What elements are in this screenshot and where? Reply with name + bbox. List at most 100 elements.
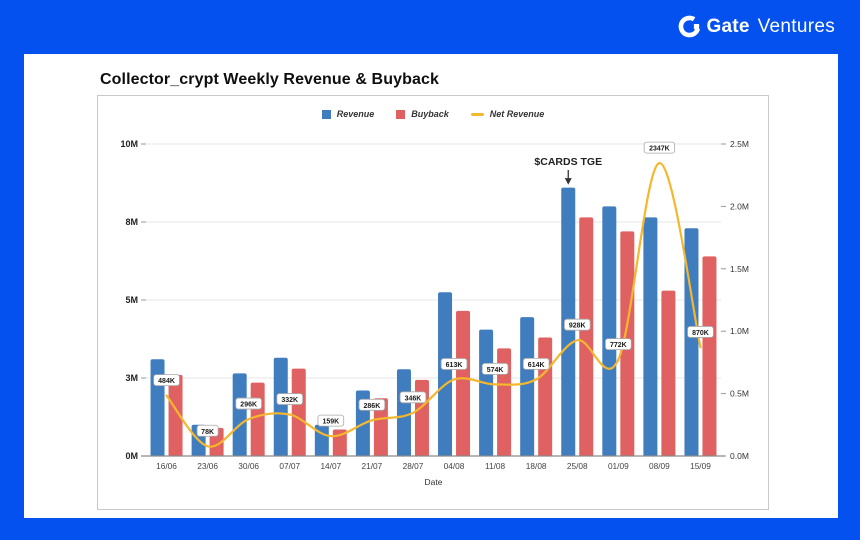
x-axis-tick-label: 04/08 <box>444 461 465 471</box>
x-axis-tick-label: 25/08 <box>567 461 588 471</box>
point-label: 2347K <box>649 146 670 153</box>
chart-legend: Revenue Buyback Net Revenue <box>98 109 768 119</box>
gridlines <box>146 143 721 379</box>
point-label: 613K <box>446 362 463 369</box>
left-axis-tick-label: 3M <box>125 373 138 383</box>
point-label: 574K <box>487 367 504 374</box>
revenue-bar <box>438 292 453 456</box>
x-axis-tick-label: 23/06 <box>197 461 218 471</box>
chart-panel: Revenue Buyback Net Revenue 0M 3M 5M 8M 10M 0… <box>97 95 769 510</box>
bars <box>150 187 717 456</box>
annotation: $CARDS TGE <box>534 156 602 185</box>
point-label-box <box>399 391 427 404</box>
revenue-swatch-icon <box>321 109 331 119</box>
brand-name: Gate <box>706 15 750 37</box>
x-axis-tick-label: 14/07 <box>320 461 341 471</box>
x-axis-tick-label: 11/08 <box>485 461 506 471</box>
buyback-bar <box>373 398 388 456</box>
point-label: 346K <box>405 395 422 402</box>
revenue-bar <box>150 359 165 456</box>
x-axis-tick-label: 28/07 <box>403 461 424 471</box>
buyback-bar <box>291 368 306 456</box>
buyback-bar <box>538 337 553 456</box>
point-label: 484K <box>158 378 175 385</box>
buyback-swatch-icon <box>396 109 406 119</box>
gate-logo-icon <box>678 15 700 38</box>
right-axis-tick-label: 0.0M <box>730 451 749 461</box>
left-axis-tick-label: 5M <box>125 295 138 305</box>
point-label: 772K <box>610 342 627 349</box>
left-axis: 0M 3M 5M 8M 10M <box>120 139 146 461</box>
x-axis-tick-label: 16/06 <box>156 461 177 471</box>
right-axis: 0.0M 0.5M 1.0M 1.5M 2.0M 2.5M <box>721 139 749 461</box>
buyback-bar <box>661 290 676 456</box>
point-label-box <box>605 338 632 351</box>
legend-item-revenue: Revenue <box>321 109 374 119</box>
x-axis-tick-label: 21/07 <box>362 461 383 471</box>
net-revenue-swatch-icon <box>470 112 484 116</box>
annotation-arrow-head <box>564 178 572 185</box>
buyback-bar <box>456 310 471 456</box>
revenue-bar <box>684 228 699 456</box>
brand-suffix: Ventures <box>757 15 835 37</box>
point-label-box <box>440 358 468 370</box>
right-axis-tick-label: 2.5M <box>730 139 749 149</box>
point-label-box <box>481 362 509 375</box>
point-label-box <box>522 357 550 370</box>
legend-label-net-revenue: Net Revenue <box>489 109 545 119</box>
point-label: 614K <box>528 362 545 369</box>
x-axis-tick-label: 30/06 <box>238 461 259 471</box>
right-axis-tick-label: 2.0M <box>730 201 749 211</box>
point-label: 928K <box>569 323 586 330</box>
revenue-bar <box>396 369 411 456</box>
buyback-bar <box>579 217 594 456</box>
right-axis-tick-label: 0.5M <box>730 389 749 399</box>
point-label-box <box>196 424 219 437</box>
revenue-bar <box>479 329 494 456</box>
point-label: 870K <box>692 330 709 337</box>
point-label: 296K <box>240 402 257 409</box>
point-label-box <box>153 374 180 386</box>
point-label-box <box>317 414 345 427</box>
revenue-buyback-chart: 0M 3M 5M 8M 10M 0.0M 0.5M 1.0M 1.5M 2.0M 2.5M 484K 7… <box>120 139 749 487</box>
revenue-bar <box>273 357 288 456</box>
point-label-box <box>563 318 591 331</box>
brand-logo: Gate Ventures <box>678 15 835 38</box>
x-axis-tick-label: 08/09 <box>649 461 670 471</box>
x-axis-tick-label: 01/09 <box>608 461 629 471</box>
buyback-bar <box>250 382 265 456</box>
revenue-bar <box>643 217 658 456</box>
right-axis-tick-label: 1.5M <box>730 264 749 274</box>
right-axis-tick-label: 1.0M <box>730 326 749 336</box>
revenue-bar <box>232 373 247 456</box>
x-axis-labels: 16/06 23/06 30/06 07/07 14/07 21/07 28/07 04/08… <box>156 461 711 487</box>
revenue-bar <box>520 317 535 456</box>
point-label-box <box>358 398 386 411</box>
point-label-box <box>643 141 676 154</box>
buyback-bar <box>414 379 429 456</box>
annotation-text: $CARDS TGE <box>534 156 602 168</box>
x-axis-tick-label: 15/09 <box>690 461 711 471</box>
legend-label-buyback: Buyback <box>411 109 449 119</box>
left-axis-tick-label: 0M <box>125 451 138 461</box>
report-card: Collector_crypt Weekly Revenue & Buyback… <box>24 54 838 518</box>
point-label-box <box>235 397 262 410</box>
buyback-bar <box>497 348 512 456</box>
point-label-box <box>687 326 714 338</box>
point-label-box <box>276 393 304 405</box>
buyback-bar <box>168 374 183 456</box>
revenue-bar <box>602 206 617 456</box>
x-axis-tick-label: 18/08 <box>526 461 547 471</box>
legend-item-net-revenue: Net Revenue <box>470 109 545 119</box>
chart-title: Collector_crypt Weekly Revenue & Buyback <box>100 71 439 88</box>
left-axis-tick-label: 8M <box>125 217 138 227</box>
point-label: 78K <box>201 429 214 436</box>
point-label: 332K <box>281 397 298 404</box>
left-axis-tick-label: 10M <box>120 139 138 149</box>
point-labels: 484K 78K 296K 332K 159K 286K 346K 613K 574K 614K 9… <box>153 141 714 437</box>
x-axis-tick-label: 07/07 <box>279 461 300 471</box>
point-label: 286K <box>364 403 381 410</box>
legend-item-buyback: Buyback <box>396 109 449 119</box>
x-axis-title: Date <box>425 477 443 487</box>
